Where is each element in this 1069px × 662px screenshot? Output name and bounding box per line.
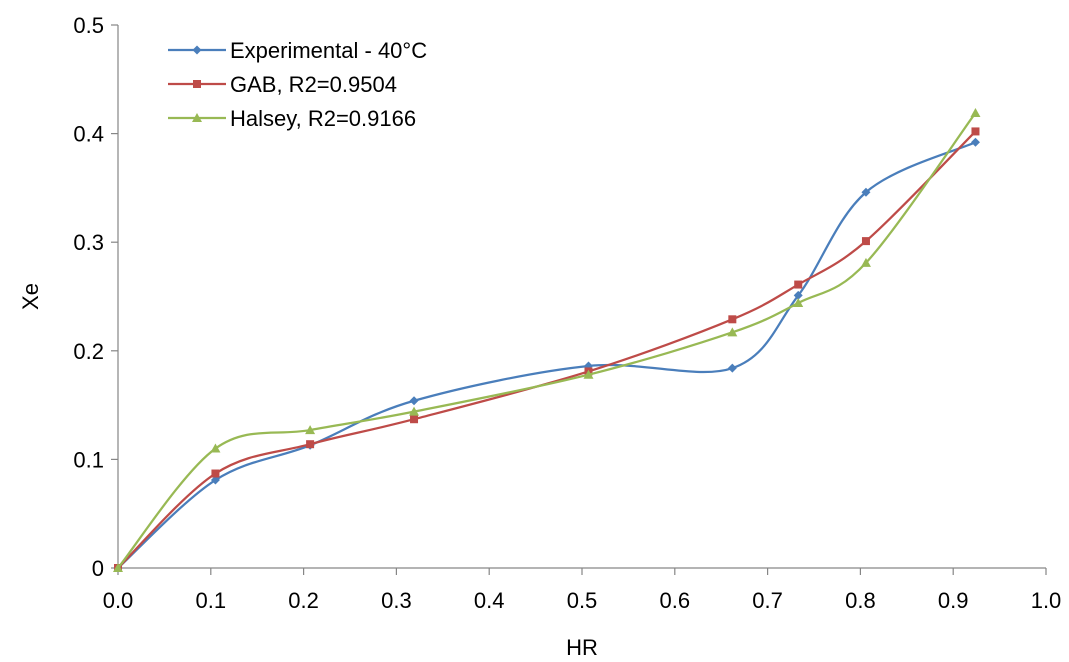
legend-marker-gab [193, 80, 201, 88]
series-line-halsey [117, 112, 977, 569]
series-halsey [113, 107, 981, 572]
series-gab [114, 127, 980, 572]
data-point-experimental [793, 290, 803, 300]
data-point-halsey [113, 563, 123, 572]
x-tick-label: 0.8 [845, 588, 876, 613]
data-point-halsey [409, 406, 420, 416]
data-point-gab [794, 280, 803, 289]
x-tick-label: 0.2 [288, 588, 319, 613]
data-point-halsey [970, 107, 981, 117]
data-point-halsey [305, 425, 316, 435]
y-tick-label: 0.1 [73, 447, 104, 472]
legend-item-halsey: Halsey, R2=0.9166 [168, 106, 416, 131]
data-point-halsey [793, 298, 804, 308]
x-tick-label: 0.3 [381, 588, 412, 613]
y-tick-label: 0.3 [73, 230, 104, 255]
x-tick-label: 0.0 [103, 588, 134, 613]
legend-marker-halsey [192, 113, 202, 122]
x-tick-label: 0.5 [567, 588, 598, 613]
x-axis-title: HR [566, 635, 598, 660]
y-axis-ticks: 0 0.1 0.2 0.3 0.4 0.5 [73, 13, 118, 581]
data-point-halsey [860, 257, 871, 267]
data-point-halsey [727, 327, 738, 337]
y-tick-label: 0 [92, 556, 104, 581]
data-point-gab [971, 127, 980, 136]
x-tick-label: 1.0 [1031, 588, 1062, 613]
data-point-experimental [970, 137, 980, 147]
legend-item-experimental: Experimental - 40°C [168, 38, 427, 63]
x-tick-label: 0.6 [660, 588, 691, 613]
data-point-gab [728, 315, 737, 324]
x-tick-label: 0.9 [938, 588, 969, 613]
legend-label: Halsey, R2=0.9166 [230, 106, 416, 131]
data-point-experimental [861, 187, 871, 197]
y-tick-label: 0.2 [73, 339, 104, 364]
data-point-experimental [409, 396, 419, 406]
x-tick-label: 0.4 [474, 588, 505, 613]
data-point-gab [211, 469, 220, 478]
legend-label: GAB, R2=0.9504 [230, 72, 397, 97]
data-point-gab [410, 415, 419, 424]
data-point-gab [861, 237, 870, 246]
series-line-experimental [117, 141, 976, 569]
legend: Experimental - 40°C GAB, R2=0.9504 Halsey,… [168, 38, 427, 131]
series-layer [113, 107, 981, 573]
y-tick-label: 0.4 [73, 122, 104, 147]
y-tick-label: 0.5 [73, 13, 104, 38]
x-tick-label: 0.7 [752, 588, 783, 613]
legend-label: Experimental - 40°C [230, 38, 427, 63]
data-point-halsey [583, 369, 594, 379]
series-experimental [113, 137, 980, 573]
legend-item-gab: GAB, R2=0.9504 [168, 72, 397, 97]
x-axis-ticks: 0.0 0.1 0.2 0.3 0.4 0.5 0.6 0.7 0.8 0.9 1.0 [103, 568, 1062, 613]
data-point-experimental [210, 475, 220, 485]
series-line-gab [117, 130, 977, 569]
y-axis-title: Xe [18, 283, 43, 310]
data-point-gab [306, 440, 315, 449]
data-point-halsey [210, 443, 221, 453]
data-point-experimental [727, 363, 737, 373]
legend-marker-experimental [192, 45, 202, 55]
x-tick-label: 0.1 [196, 588, 227, 613]
